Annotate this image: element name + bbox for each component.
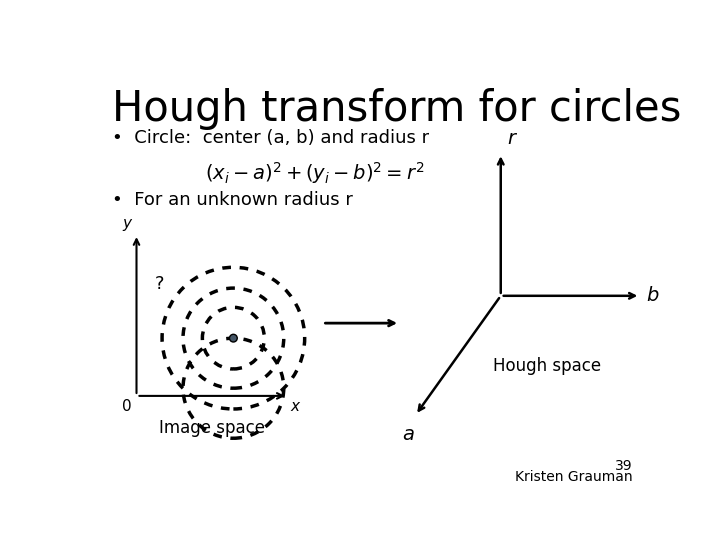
Text: Hough transform for circles: Hough transform for circles: [112, 88, 681, 130]
Text: a: a: [402, 425, 414, 444]
Text: •  Circle:  center (a, b) and radius r: • Circle: center (a, b) and radius r: [112, 130, 429, 147]
Text: Hough space: Hough space: [493, 357, 601, 375]
Text: y: y: [123, 216, 132, 231]
Text: r: r: [507, 129, 515, 148]
Text: 0: 0: [122, 399, 132, 414]
Text: x: x: [291, 399, 300, 414]
Text: b: b: [647, 286, 659, 305]
Text: 39: 39: [615, 459, 632, 473]
Text: Image space: Image space: [159, 419, 265, 437]
Text: •  For an unknown radius r: • For an unknown radius r: [112, 191, 353, 209]
Text: Kristen Grauman: Kristen Grauman: [515, 470, 632, 484]
Text: $(x_i - a)^2 + (y_i - b)^2 = r^2$: $(x_i - a)^2 + (y_i - b)^2 = r^2$: [205, 160, 424, 186]
Circle shape: [230, 334, 238, 342]
Text: ?: ?: [155, 275, 164, 293]
